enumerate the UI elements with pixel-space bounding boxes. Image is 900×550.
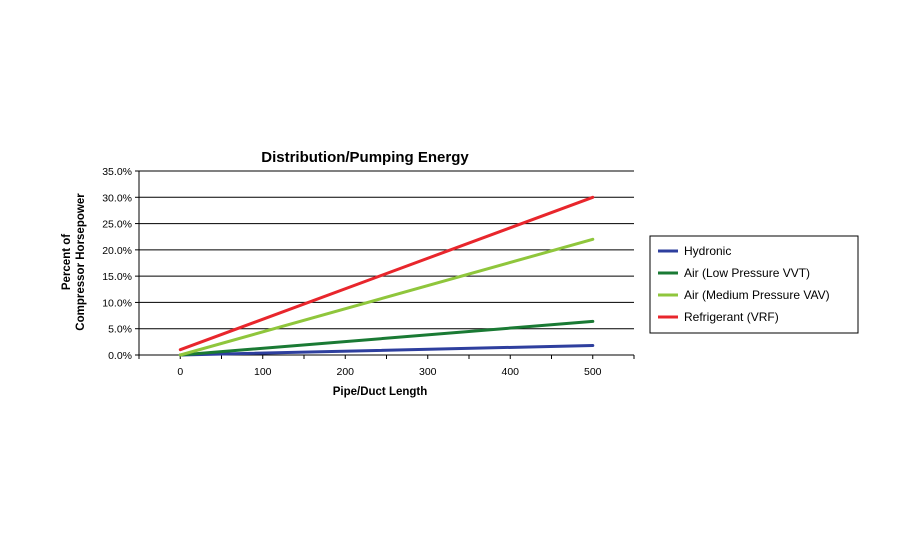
series-line: [178, 344, 595, 357]
series-line: [178, 195, 595, 352]
series-line: [178, 319, 595, 357]
x-tick-label: 500: [584, 366, 602, 378]
x-tick-label: 400: [501, 366, 519, 378]
y-axis-title-line-1: Percent of: [61, 234, 73, 290]
series-line: [178, 237, 595, 357]
y-tick-label: 15.0%: [102, 271, 132, 283]
legend-entry: Air (Low Pressure VVT): [684, 266, 810, 280]
gridlines: [139, 170, 634, 330]
y-tick-label: 30.0%: [102, 192, 132, 204]
legend-entry: Hydronic: [684, 244, 731, 258]
y-tick-label: 5.0%: [108, 324, 132, 336]
y-axis-title: Percent of Compressor Horsepower: [61, 193, 87, 331]
y-tick-label: 25.0%: [102, 219, 132, 231]
y-axis-title-line-2: Compressor Horsepower: [75, 193, 87, 331]
y-axis-ticks: 0.0% 5.0% 10.0% 15.0% 20.0% 25.0% 30.0% 35.0%: [102, 166, 139, 362]
legend-entry: Refrigerant (VRF): [684, 310, 779, 324]
y-tick-label: 10.0%: [102, 297, 132, 309]
legend: Hydronic Air (Low Pressure VVT) Air (Mediu…: [649, 235, 859, 334]
x-tick-label: 0: [177, 366, 183, 378]
y-tick-label: 0.0%: [108, 350, 132, 362]
x-axis-title: Pipe/Duct Length: [333, 386, 428, 398]
chart-title: Distribution/Pumping Energy: [261, 149, 469, 166]
legend-entry: Air (Medium Pressure VAV): [684, 288, 830, 302]
series-lines: [178, 195, 595, 357]
legend-box: [649, 235, 859, 334]
axes: [138, 171, 634, 356]
x-axis-ticks: 0 100 200 300 400 500: [138, 355, 635, 378]
x-tick-label: 100: [254, 366, 272, 378]
y-tick-label: 20.0%: [102, 245, 132, 257]
x-tick-label: 200: [336, 366, 354, 378]
y-tick-label: 35.0%: [102, 166, 132, 178]
x-tick-label: 300: [419, 366, 437, 378]
